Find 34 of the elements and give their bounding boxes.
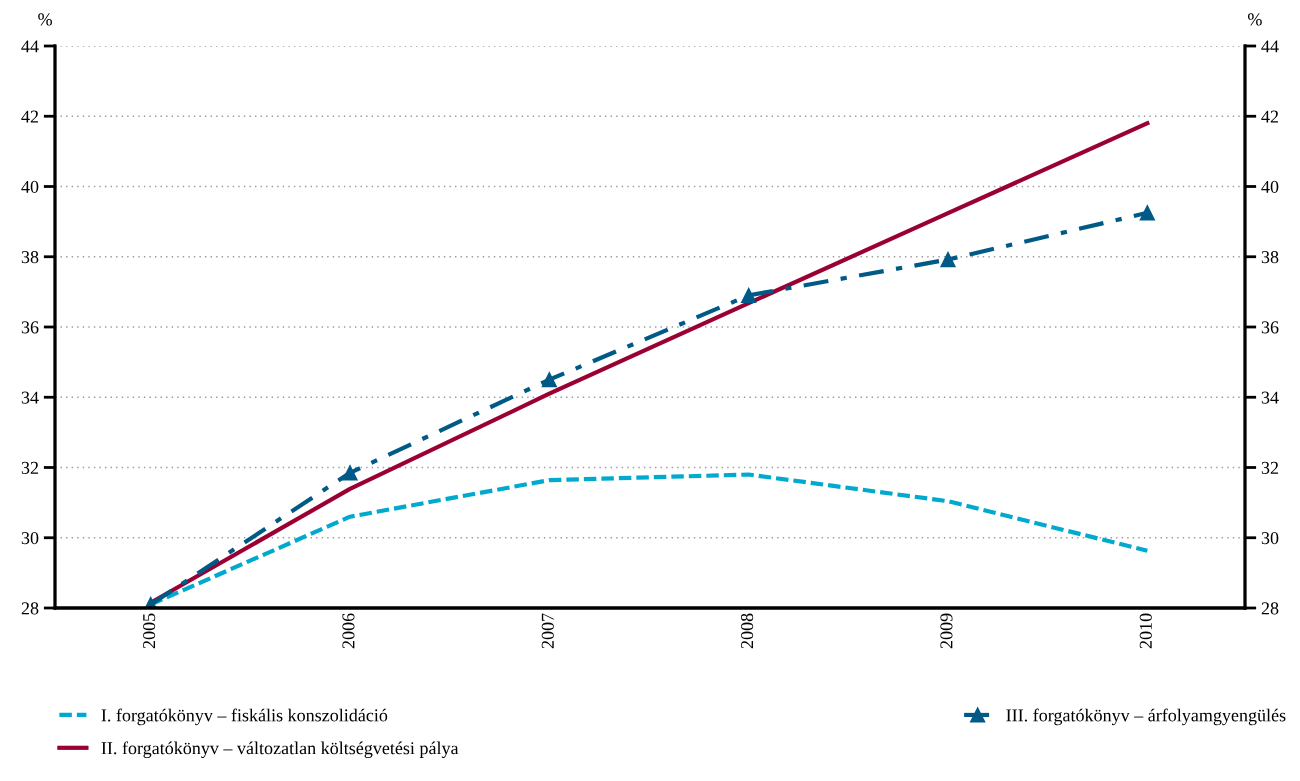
x-tick-label: 2005: [143, 613, 156, 649]
point: [940, 251, 956, 268]
y-axis-title: %: [38, 13, 52, 26]
point: [1139, 205, 1155, 221]
point: [741, 287, 757, 304]
legend-label: II. forgatókönyv – változatlan költségvetési pálya: [101, 741, 459, 759]
y-tick-label: 44: [21, 40, 39, 53]
legend-label: I. forgatókönyv – fiskális konszolidáció: [101, 708, 388, 726]
y2-tick-label: 44: [1261, 40, 1279, 53]
y2-tick-label: 32: [1261, 461, 1279, 474]
x-tick-label: 2009: [940, 613, 953, 649]
y-tick-label: 34: [21, 391, 39, 404]
x-tick-label: 2006: [342, 613, 355, 649]
y2-tick-label: 38: [1261, 251, 1279, 264]
y2-tick-label: 40: [1261, 180, 1279, 193]
x-tick-label: 2007: [541, 613, 554, 649]
point: [541, 372, 557, 388]
y-tick-label: 32: [21, 461, 39, 474]
y2-tick-label: 28: [1261, 602, 1279, 615]
point: [342, 465, 358, 481]
y-tick-label: 28: [21, 602, 39, 615]
y-tick-label: 30: [21, 532, 39, 545]
y2-tick-label: 30: [1261, 532, 1279, 545]
y2-axis-title: %: [1248, 13, 1262, 26]
y-tick-label: 42: [21, 110, 39, 123]
x-tick-label: 2010: [1139, 613, 1152, 649]
y2-tick-label: 36: [1261, 321, 1279, 334]
x-tick-label: 2008: [741, 613, 754, 649]
y2-tick-label: 42: [1261, 110, 1279, 123]
legend-label: III. forgatókönyv – árfolyamgyengülés: [1006, 708, 1286, 726]
y-tick-label: 40: [21, 180, 39, 193]
y-tick-label: 38: [21, 251, 39, 264]
y-tick-label: 36: [21, 321, 39, 334]
y2-tick-label: 34: [1261, 391, 1279, 404]
